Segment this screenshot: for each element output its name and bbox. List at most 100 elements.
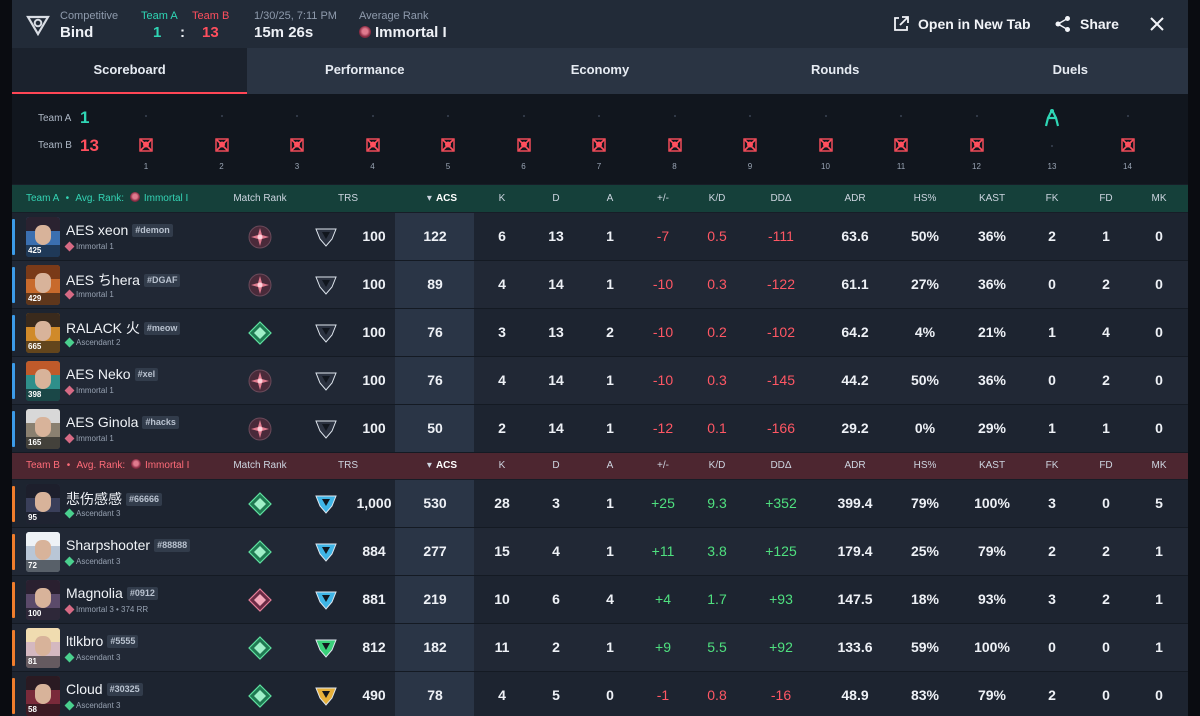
column-header-trs[interactable]: TRS [338,460,358,471]
column-header-acs[interactable]: ▾ ACS [402,452,482,479]
stat-adr: 29.2 [841,420,869,436]
stat-fk: 3 [1048,495,1056,511]
round-column[interactable]: 4 [363,94,383,184]
player-row[interactable]: 95 悲伤感感 #66666 Ascendant 3 1,000 530 28 3 1 +25 9.… [12,480,1188,528]
column-header-fd[interactable]: FD [1099,193,1113,204]
column-header-a[interactable]: A [606,193,614,204]
column-header-mk[interactable]: MK [1151,460,1167,471]
column-header-dda[interactable]: DDΔ [770,193,792,204]
immortal-rank-icon [248,369,272,393]
open-new-tab-button[interactable]: Open in New Tab [892,13,1031,35]
round-column[interactable]: 11 [891,94,911,184]
player-name[interactable]: ltlkbro [66,633,104,649]
round-number: 12 [972,162,981,171]
column-header-d[interactable]: D [552,193,560,204]
column-header-fk[interactable]: FK [1045,460,1059,471]
round-column[interactable]: 3 [287,94,307,184]
tab-duels[interactable]: Duels [1052,62,1089,77]
tab-scoreboard[interactable]: Scoreboard [12,48,248,94]
player-row[interactable]: 165 AES Ginola #hacks Immortal 1 100 50 2 14 1 -1… [12,405,1188,453]
column-header-match-rank[interactable]: Match Rank [233,460,287,471]
stat-acs: 76 [427,324,443,340]
player-level: 72 [26,560,60,572]
trs-badge-icon [315,324,337,343]
player-name[interactable]: AES ちhera [66,272,140,288]
stat-fk: 1 [1048,420,1056,436]
player-name[interactable]: Magnolia [66,585,123,601]
immortal-rank-icon [248,588,272,612]
stat-mk: 1 [1155,543,1163,559]
column-header-fk[interactable]: FK [1045,193,1059,204]
player-row[interactable]: 72 Sharpshooter #88888 Ascendant 3 884 277 15 4… [12,528,1188,576]
trs-badge [314,370,338,392]
column-header-adr[interactable]: ADR [844,460,866,471]
column-header-mk[interactable]: MK [1151,193,1167,204]
trs-badge-icon [315,639,337,658]
player-name[interactable]: AES xeon [66,222,129,238]
player-level: 165 [26,437,60,449]
round-column[interactable]: 7 [589,94,609,184]
tab-rounds[interactable]: Rounds [810,62,860,77]
column-header-fd[interactable]: FD [1099,460,1113,471]
column-header-trs[interactable]: TRS [338,193,358,204]
team-stripe [12,363,15,399]
round-column[interactable]: 1 [136,94,156,184]
column-header-kast[interactable]: KAST [978,193,1006,204]
share-button[interactable]: Share [1054,13,1119,35]
stat-fk: 3 [1048,591,1056,607]
round-timeline: Team A 1 Team B 13 1 2 3 4 5 6 7 8 9 10 11 12 13 14 [12,94,1188,184]
player-row[interactable]: 58 Cloud #30325 Ascendant 3 490 78 4 5 0 -1 0.8 -16… [12,672,1188,716]
round-column[interactable]: 8 [665,94,685,184]
player-name[interactable]: AES Neko [66,366,131,382]
round-column[interactable]: 6 [514,94,534,184]
round-column[interactable]: 13 [1042,94,1062,184]
stat-adr: 147.5 [837,591,873,607]
open-new-tab-label: Open in New Tab [918,16,1031,32]
stat-fk: 0 [1048,276,1056,292]
close-icon[interactable] [1150,17,1164,31]
column-header-hs[interactable]: HS% [913,460,937,471]
match-rank-badge [248,369,272,393]
column-header-kd[interactable]: K/D [708,193,726,204]
column-header-k[interactable]: K [498,193,506,204]
round-column[interactable]: 12 [967,94,987,184]
column-header-kast[interactable]: KAST [978,460,1006,471]
player-name[interactable]: 悲伤感感 [66,491,122,507]
stat-mk: 1 [1155,639,1163,655]
round-column[interactable]: 5 [438,94,458,184]
player-row[interactable]: 81 ltlkbro #5555 Ascendant 3 812 182 11 2 1 +9 5.5… [12,624,1188,672]
round-column[interactable]: 14 [1118,94,1138,184]
tab-performance[interactable]: Performance [325,62,405,77]
round-empty-dot [296,115,298,117]
column-header-hs[interactable]: HS% [913,193,937,204]
round-column[interactable]: 10 [816,94,836,184]
column-header-pm[interactable]: +/- [657,460,669,471]
column-header-acs[interactable]: ▾ ACS [402,185,482,212]
stat-trs: 100 [362,276,386,292]
column-header-d[interactable]: D [552,460,560,471]
player-name[interactable]: Cloud [66,681,103,697]
player-name[interactable]: Sharpshooter [66,537,151,553]
round-column[interactable]: 2 [212,94,232,184]
column-header-k[interactable]: K [498,460,506,471]
tab-economy[interactable]: Economy [570,62,630,77]
round-column[interactable]: 9 [740,94,760,184]
stat-acs: 182 [423,639,447,655]
player-rank: Immortal 1 [76,386,114,395]
player-row[interactable]: 100 Magnolia #0912 Immortal 3 • 374 RR 881 21… [12,576,1188,624]
stat-k: 15 [494,543,510,559]
column-header-a[interactable]: A [606,460,614,471]
player-row[interactable]: 429 AES ちhera #DGAF Immortal 1 100 89 4 14 1 -10 0… [12,261,1188,309]
player-name[interactable]: RALACK 火 [66,320,140,336]
column-header-adr[interactable]: ADR [844,193,866,204]
column-header-match-rank[interactable]: Match Rank [233,193,287,204]
player-row[interactable]: 665 RALACK 火 #meow Ascendant 2 100 76 3 13 2 -10 0… [12,309,1188,357]
trs-badge [314,685,338,707]
player-row[interactable]: 398 AES Neko #xel Immortal 1 100 76 4 14 1 -10 0.3… [12,357,1188,405]
column-header-dda[interactable]: DDΔ [770,460,792,471]
player-row[interactable]: 425 AES xeon #demon Immortal 1 100 122 6 13 1 -7 0… [12,213,1188,261]
player-name[interactable]: AES Ginola [66,414,139,430]
player-tag: #30325 [106,683,143,696]
column-header-pm[interactable]: +/- [657,193,669,204]
column-header-kd[interactable]: K/D [708,460,726,471]
